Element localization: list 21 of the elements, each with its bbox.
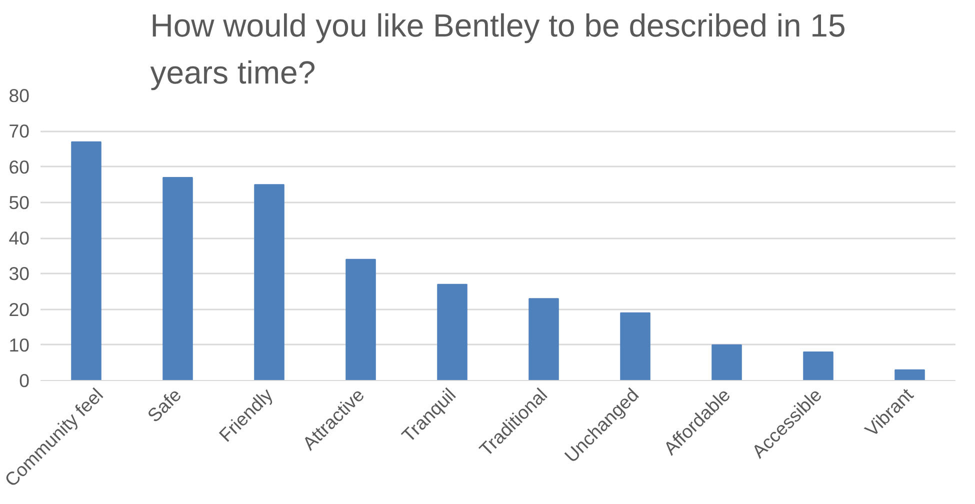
y-tick-label: 20 xyxy=(8,298,30,320)
y-tick-label: 50 xyxy=(8,192,30,213)
y-tick-label: 80 xyxy=(8,85,30,106)
y-tick-label: 60 xyxy=(8,156,30,178)
bar xyxy=(71,141,102,380)
chart-title: How would you like Bentley to be described in 15 years time? xyxy=(150,8,846,90)
y-tick-label: 40 xyxy=(8,228,30,248)
bar xyxy=(894,369,925,380)
y-tick-label: 10 xyxy=(8,334,30,356)
y-tick-label: 30 xyxy=(8,263,30,284)
bar xyxy=(254,184,284,380)
bar xyxy=(437,284,468,380)
bar xyxy=(803,352,834,380)
x-tick-label: Safe xyxy=(143,384,186,426)
bar xyxy=(712,344,742,380)
y-tick-label: 70 xyxy=(8,120,30,142)
bar xyxy=(346,258,376,380)
bar xyxy=(528,298,559,380)
bar xyxy=(162,176,193,380)
y-tick-label: 0 xyxy=(19,370,30,391)
bar xyxy=(620,312,650,380)
